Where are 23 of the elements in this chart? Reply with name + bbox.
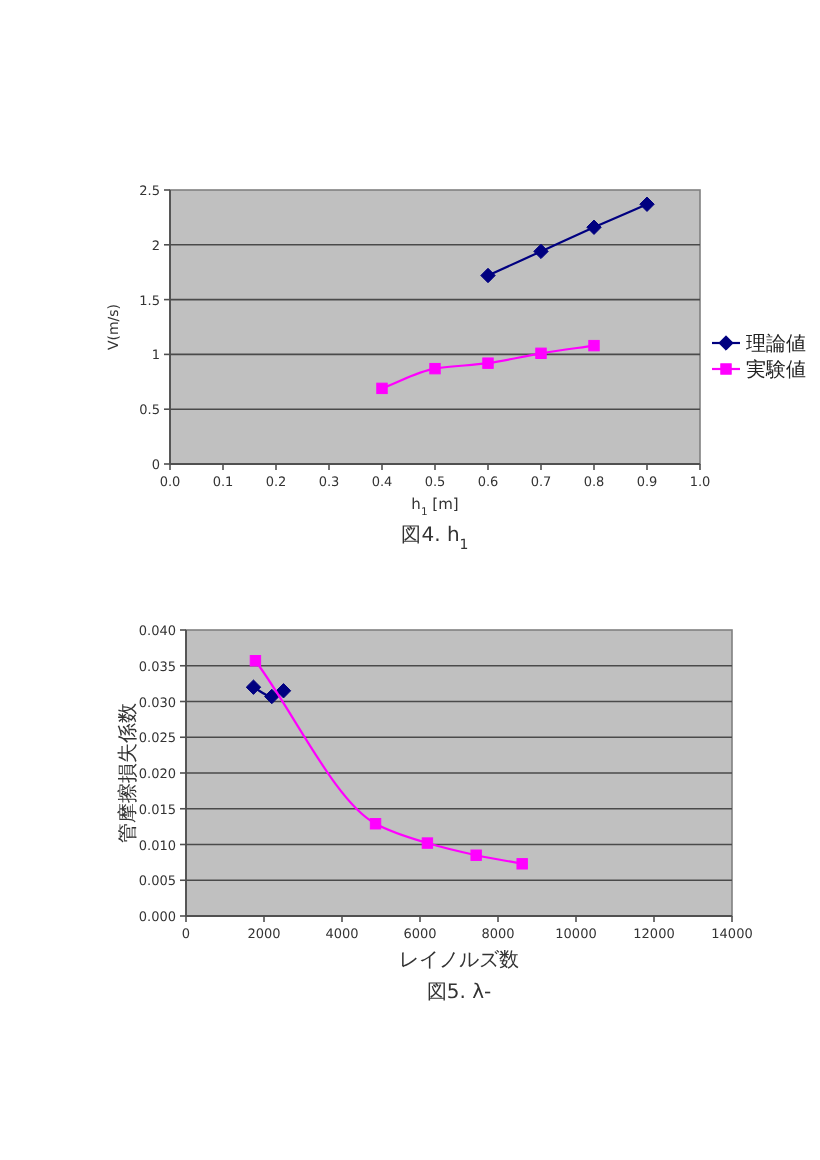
point [533, 243, 549, 260]
point [369, 818, 382, 830]
legend-label: 理論値 [746, 332, 806, 356]
point [588, 339, 600, 352]
point [421, 837, 434, 849]
point [275, 683, 292, 699]
point [249, 655, 262, 667]
point [480, 267, 496, 284]
point [482, 357, 494, 369]
caption: 図5. λ- [426, 982, 493, 1004]
caption: 図4. h$_{1}$ [401, 525, 469, 553]
point [535, 347, 547, 359]
legend-label: 実験値 [746, 358, 806, 382]
point [516, 858, 528, 870]
x-axis-title: レイノルズ数 [399, 948, 519, 972]
y-axis-title: 管摩擦損失係数 [116, 703, 140, 843]
point [639, 196, 655, 212]
point [470, 849, 482, 861]
point [376, 382, 388, 395]
point [429, 362, 441, 375]
point [264, 688, 280, 705]
point [586, 219, 602, 235]
point [245, 679, 262, 695]
